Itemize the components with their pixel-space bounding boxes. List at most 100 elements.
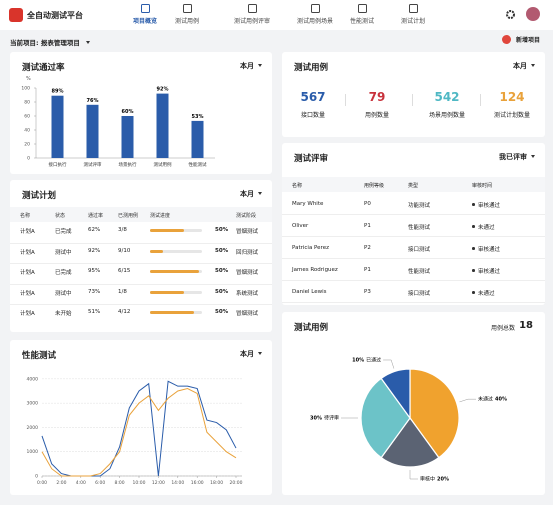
cell: 50% xyxy=(215,309,229,315)
nav-icon xyxy=(408,4,418,13)
row-divider xyxy=(282,258,545,259)
cell: P1 xyxy=(364,223,371,229)
cell: 冒烟测试 xyxy=(236,229,259,235)
period-dropdown[interactable]: 本月 xyxy=(240,189,262,199)
column-header: 名称 xyxy=(20,213,31,219)
settings-icon[interactable] xyxy=(505,9,516,20)
stat-value: 124 xyxy=(499,90,525,104)
cell: 测试中 xyxy=(55,249,72,256)
period-dropdown[interactable]: 本月 xyxy=(513,61,535,71)
x-tick-label: 2:00 xyxy=(56,480,66,486)
line-series xyxy=(41,388,237,477)
progress-bar xyxy=(150,229,184,232)
row-divider xyxy=(10,304,272,305)
period-dropdown[interactable]: 本月 xyxy=(240,61,262,71)
avatar[interactable] xyxy=(526,7,540,21)
table-header xyxy=(282,177,545,192)
nav-item[interactable]: 测试用例场景 xyxy=(290,4,340,25)
nav-item[interactable]: 测试用例 xyxy=(162,4,212,25)
bar xyxy=(51,95,64,158)
pie-slice xyxy=(380,416,440,468)
progress-track xyxy=(150,311,202,314)
y-tick-label: 60 xyxy=(24,114,30,120)
y-tick-label: 3000 xyxy=(27,401,39,407)
cell: 接口测试 xyxy=(408,291,431,297)
project-selector[interactable]: 当前项目: 报表管理项目 xyxy=(10,37,90,47)
nav-text: 项目概览 xyxy=(132,18,157,25)
line-chart: 0 1000 2000 3000 4000 0:00 2:00 4:00 6:00 8:00 10:… xyxy=(27,376,243,486)
status-dot xyxy=(472,203,475,206)
cell: 计划A xyxy=(20,290,35,297)
status-dot xyxy=(472,225,475,228)
row-divider xyxy=(282,280,545,281)
slice-label: 未通过 40% xyxy=(478,396,507,403)
pie-chart: 未通过 40% 审核中 20% 30% 待评审 10% 已通过 xyxy=(310,356,507,482)
nav-icon xyxy=(182,4,192,13)
column-header: 用例等级 xyxy=(364,183,385,189)
card-title: 测试评审 xyxy=(294,154,329,164)
total-label: 用例总数 xyxy=(490,325,515,332)
row-divider xyxy=(10,242,272,244)
x-tick-label: 18:00 xyxy=(210,480,223,486)
row-divider xyxy=(282,214,545,215)
leader-line xyxy=(459,398,477,403)
filter-dropdown[interactable]: 我已评审 xyxy=(499,152,535,162)
cell: 回归测试 xyxy=(236,249,259,256)
bar xyxy=(191,120,204,158)
add-project[interactable]: 新增项目 xyxy=(502,35,540,44)
cell: 95% xyxy=(88,268,101,274)
nav-icon xyxy=(247,4,257,13)
cell: P1 xyxy=(364,267,371,273)
bar xyxy=(156,93,169,158)
perf-card: 性能测试 本月 0 1000 2000 3000 4000 0:00 2:00 4:00 6:0… xyxy=(10,340,272,495)
bar-value-label: 76% xyxy=(87,98,99,104)
cell: 未通过 xyxy=(478,291,495,297)
period-dropdown[interactable]: 本月 xyxy=(240,349,262,359)
stat-label: 场景用例数量 xyxy=(428,112,465,119)
cell: 冒烟测试 xyxy=(236,311,259,317)
bar xyxy=(121,116,134,158)
row-divider xyxy=(10,263,272,264)
nav-item[interactable]: 测试用例评审 xyxy=(227,4,277,25)
unit-label: % xyxy=(26,76,31,82)
cell: 50% xyxy=(215,247,229,254)
progress-track xyxy=(150,229,202,232)
bar-value-label: 60% xyxy=(122,109,134,115)
cell: P0 xyxy=(364,201,371,207)
nav-text: 性能测试 xyxy=(349,18,374,25)
divider xyxy=(479,94,481,106)
nav-item[interactable]: 项目概览 xyxy=(120,4,170,25)
x-tick-label: 8:00 xyxy=(115,480,125,486)
card-title: 测试用例 xyxy=(294,323,329,333)
bar-chart: % 0 20 40 60 80 100 89% 接口执行 76% 测试评审 60% 场景执行 92% 测试用… xyxy=(21,76,215,168)
x-tick-label: 6:00 xyxy=(95,480,105,486)
nav-item[interactable]: 测试计划 xyxy=(388,4,438,25)
stat-label: 接口数量 xyxy=(300,112,325,119)
case-stats-card: 测试用例 本月 567 接口数量 79 用例数量 542 场景用例数量 124 测试计划数量 xyxy=(282,52,545,137)
x-tick-label: 测试评审 xyxy=(84,161,102,168)
column-header: 审核时间 xyxy=(472,183,493,189)
cell: 审核通过 xyxy=(478,203,501,209)
x-tick-label: 接口执行 xyxy=(49,161,67,168)
case-pie-card: 测试用例 用例总数 18 未通过 40% 审核中 20% 30% 待评审 10% 已通过 xyxy=(282,312,545,495)
slice-label: 10% 已通过 xyxy=(352,356,381,363)
cell: James Rodriguez xyxy=(292,267,338,273)
nav-text: 测试用例评审 xyxy=(233,18,270,25)
x-tick-label: 14:00 xyxy=(171,480,184,486)
cell: 已完成 xyxy=(55,229,72,235)
stat-value: 567 xyxy=(300,90,326,104)
x-tick-label: 性能测试 xyxy=(189,161,207,168)
y-tick-label: 2000 xyxy=(27,425,39,431)
nav-text: 测试用例场景 xyxy=(296,18,333,25)
progress-track xyxy=(150,290,202,294)
x-tick-label: 12:00 xyxy=(152,480,165,486)
status-dot xyxy=(472,291,475,294)
cell: 9/10 xyxy=(118,247,131,254)
card-title: 性能测试 xyxy=(22,351,57,361)
nav-item[interactable]: 性能测试 xyxy=(337,4,387,25)
x-tick-label: 16:00 xyxy=(191,480,204,486)
stat-value: 542 xyxy=(434,90,460,104)
cell: Mary White xyxy=(292,201,324,207)
row-divider xyxy=(282,236,545,237)
y-tick-label: 100 xyxy=(21,86,30,92)
